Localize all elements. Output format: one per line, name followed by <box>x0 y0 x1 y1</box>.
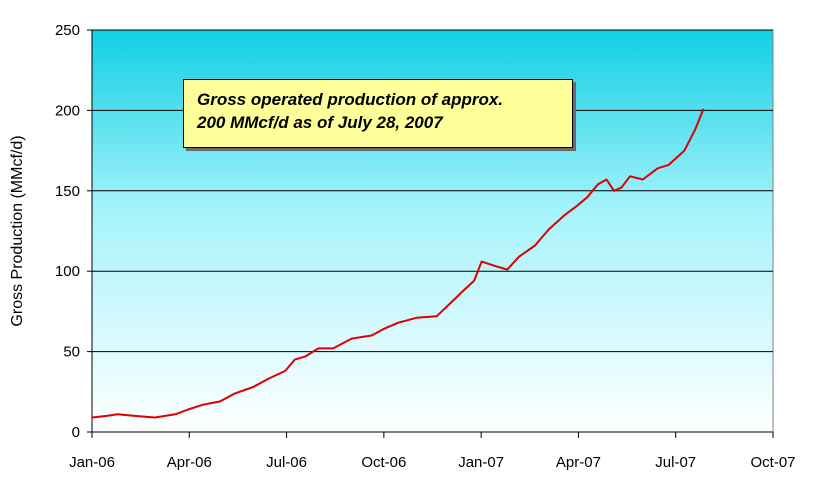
y-tick-label: 150 <box>55 183 80 200</box>
annotation-line-2: 200 MMcf/d as of July 28, 2007 <box>197 113 443 132</box>
y-tick-label: 100 <box>55 263 80 280</box>
x-tick-label: Apr-07 <box>556 454 601 471</box>
axes <box>87 29 774 438</box>
x-tick-label: Jul-07 <box>655 454 696 471</box>
x-tick-labels: Jan-06 Apr-06 Jul-06 Oct-06 Jan-07 Apr-07 Jul-… <box>69 454 795 471</box>
y-axis-title: Gross Production (MMcf/d) <box>9 135 26 326</box>
y-tick-label: 0 <box>72 424 80 441</box>
y-tick-label: 50 <box>63 344 80 361</box>
x-tick-label: Apr-06 <box>167 454 212 471</box>
x-tick-label: Oct-07 <box>750 454 795 471</box>
annotation-line-1: Gross operated production of approx. <box>197 90 504 109</box>
annotation-box: Gross operated production of approx. 200… <box>183 79 573 148</box>
y-tick-label: 250 <box>55 22 80 39</box>
x-tick-label: Jul-06 <box>266 454 307 471</box>
gridlines <box>92 29 773 353</box>
x-tick-label: Jan-07 <box>458 454 504 471</box>
series-line-0 <box>91 108 705 419</box>
x-tick-label: Jan-06 <box>69 454 115 471</box>
y-tick-label: 200 <box>55 102 80 119</box>
x-tick-label: Oct-06 <box>361 454 406 471</box>
series-layer <box>91 108 705 419</box>
y-tick-labels: 0 50 100 150 200 250 <box>55 22 80 441</box>
